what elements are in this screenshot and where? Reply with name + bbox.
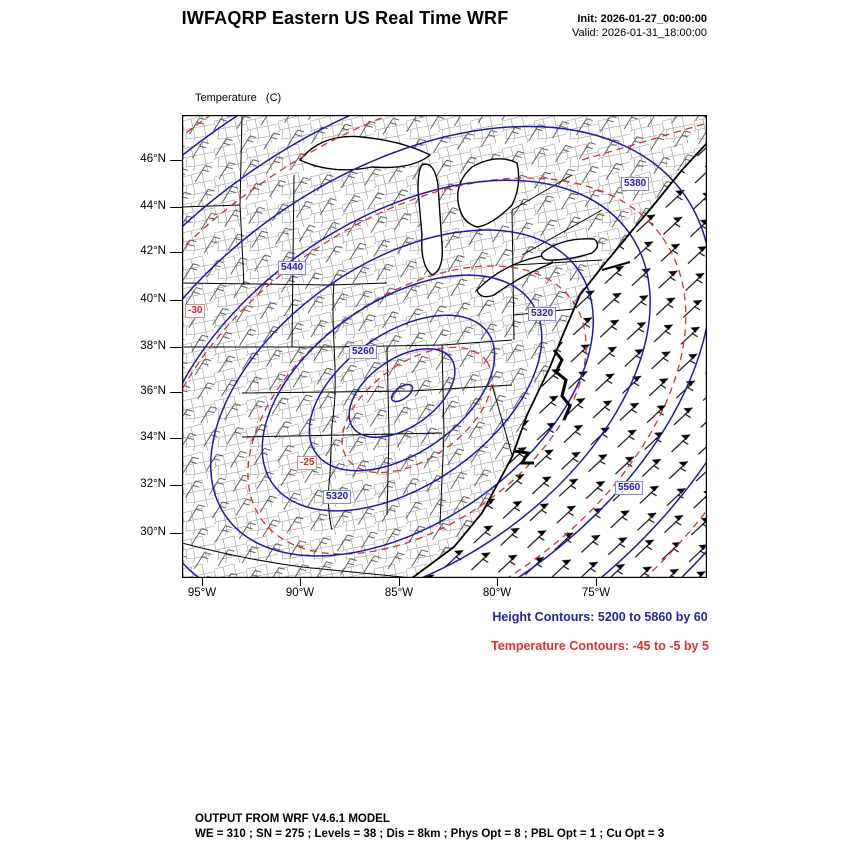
lat-label: 46°N bbox=[140, 153, 166, 165]
init-time: Init: 2026-01-27_00:00:00 bbox=[577, 13, 707, 25]
lat-tick bbox=[170, 533, 182, 535]
great-lakes bbox=[298, 135, 599, 298]
page-title: IWFAQRP Eastern US Real Time WRF bbox=[181, 8, 509, 28]
model-output-line: OUTPUT FROM WRF V4.6.1 MODEL bbox=[195, 813, 390, 825]
lon-tick bbox=[497, 578, 499, 586]
height-contour-label: 5440 bbox=[278, 261, 307, 275]
lat-label: 32°N bbox=[140, 478, 166, 490]
lat-label: 42°N bbox=[140, 245, 166, 257]
lon-label: 90°W bbox=[285, 587, 315, 599]
lon-tick bbox=[596, 578, 598, 586]
map-frame bbox=[182, 115, 707, 578]
coastline bbox=[411, 142, 707, 578]
lat-label: 38°N bbox=[140, 340, 166, 352]
lat-tick bbox=[170, 347, 182, 349]
wind-barbs-ocean bbox=[412, 143, 707, 578]
run-time-block: Init: 2026-01-27_00:00:00 Valid: 2026-01… bbox=[572, 12, 707, 40]
lon-label: 85°W bbox=[384, 587, 414, 599]
lat-label: 44°N bbox=[140, 200, 166, 212]
lat-tick bbox=[170, 392, 182, 394]
height-contours bbox=[182, 115, 707, 578]
lat-tick bbox=[170, 485, 182, 487]
lon-tick bbox=[300, 578, 302, 586]
forecast-map bbox=[182, 115, 707, 578]
legend-temperature: Temperature (C) bbox=[195, 92, 282, 104]
lat-label: 40°N bbox=[140, 293, 166, 305]
height-contours-note: Height Contours: 5200 to 5860 by 60 bbox=[492, 610, 708, 624]
lat-tick bbox=[170, 300, 182, 302]
lat-tick bbox=[170, 160, 182, 162]
lat-label: 34°N bbox=[140, 431, 166, 443]
lon-tick bbox=[399, 578, 401, 586]
temperature-contour-label: -25 bbox=[297, 456, 318, 470]
lon-tick bbox=[202, 578, 204, 586]
height-contour-label: 5320 bbox=[323, 490, 352, 504]
lat-tick bbox=[170, 438, 182, 440]
lat-label: 36°N bbox=[140, 385, 166, 397]
model-config-line: WE = 310 ; SN = 275 ; Levels = 38 ; Dis … bbox=[195, 827, 665, 840]
model-footer: OUTPUT FROM WRF V4.6.1 MODEL WE = 310 ; … bbox=[195, 812, 664, 841]
height-contour-label: 5560 bbox=[615, 481, 644, 495]
lat-label: 30°N bbox=[140, 526, 166, 538]
valid-time: Valid: 2026-01-31_18:00:00 bbox=[572, 27, 707, 39]
lon-label: 95°W bbox=[187, 587, 217, 599]
lon-label: 80°W bbox=[482, 587, 512, 599]
height-contour-label: 5380 bbox=[621, 177, 650, 191]
temperature-contour-label: -30 bbox=[185, 304, 206, 318]
temperature-contours-note: Temperature Contours: -45 to -5 by 5 bbox=[491, 639, 709, 653]
height-contour-label: 5260 bbox=[349, 345, 378, 359]
lon-label: 75°W bbox=[581, 587, 611, 599]
lat-tick bbox=[170, 207, 182, 209]
height-contour-label: 5320 bbox=[528, 307, 557, 321]
lat-tick bbox=[170, 252, 182, 254]
map-canvas bbox=[182, 115, 707, 578]
